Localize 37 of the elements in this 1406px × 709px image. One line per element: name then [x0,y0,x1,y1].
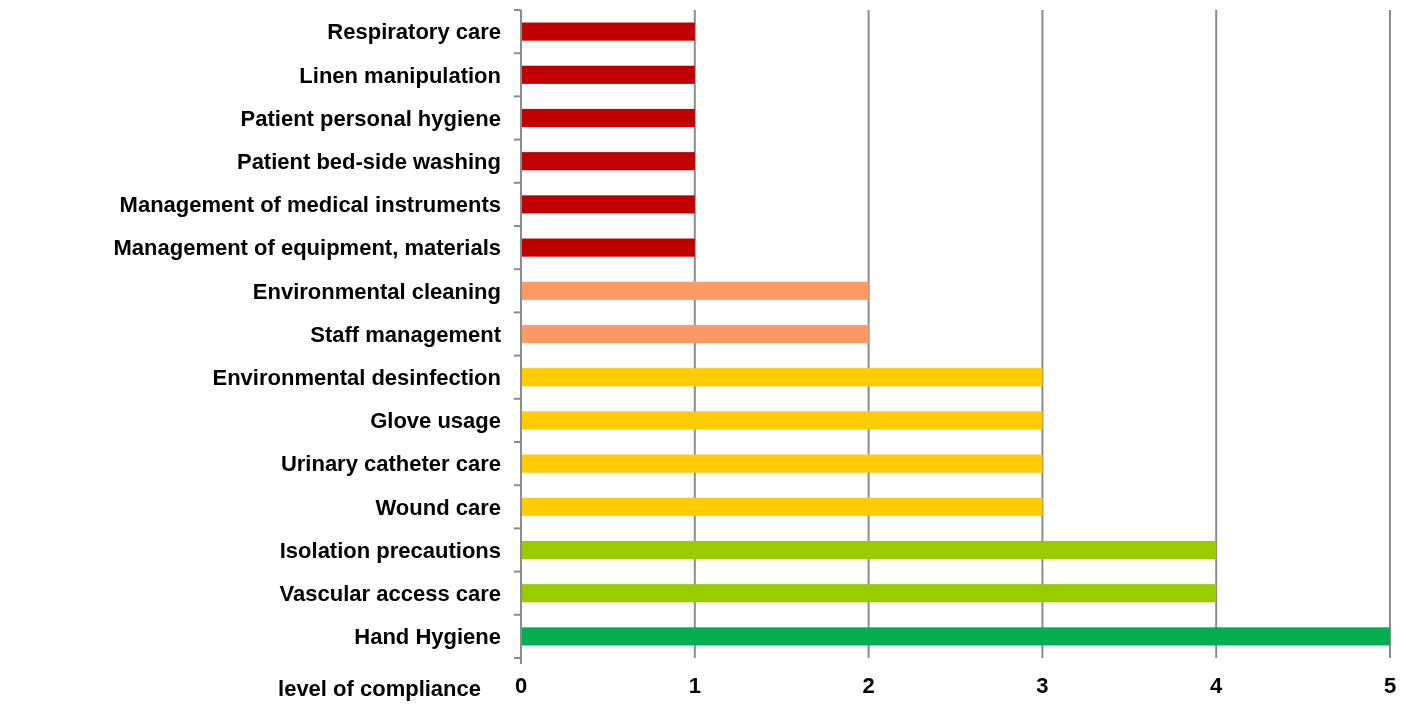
x-tick-label: 0 [514,673,528,698]
x-tick-label: 1 [688,673,701,698]
bar [521,281,869,300]
y-tick-label: Isolation precautions [279,537,501,563]
x-tick-label: 5 [1383,673,1397,698]
bar [521,497,1043,516]
bar [521,627,1390,646]
bar [521,324,869,344]
x-tick-label: 3 [1036,673,1049,698]
y-tick-label: Wound care [375,494,501,520]
bar [521,195,695,214]
y-tick-label: Management of medical instruments [119,192,501,218]
x-tick-label: 2 [862,673,875,698]
bar [521,540,1217,560]
y-tick-label: Vascular access care [279,580,501,606]
y-tick-label: Glove usage [370,408,501,434]
y-tick-label: Patient bed-side washing [236,148,501,174]
y-tick-label: Hand Hygiene [354,624,501,650]
bar [521,584,1217,603]
bar [521,152,695,171]
y-tick-label: Environmental cleaning [252,278,501,304]
y-tick-label: Staff management [310,321,502,347]
x-axis-title: level of compliance [278,676,481,701]
y-tick-label: Linen manipulation [299,62,501,88]
y-tick-label: Patient personal hygiene [240,105,501,131]
y-tick-label: Environmental desinfection [212,364,501,390]
bar [521,108,695,128]
y-tick-label: Management of equipment, materials [113,235,501,261]
bar [521,411,1043,430]
y-tick-label: Respiratory care [327,19,501,45]
bar [521,368,1043,387]
y-tick-label: Urinary catheter care [280,451,501,477]
bar [521,22,695,41]
bar [521,238,695,257]
x-tick-label: 4 [1210,673,1224,698]
bar [521,454,1043,473]
bar [521,65,695,84]
